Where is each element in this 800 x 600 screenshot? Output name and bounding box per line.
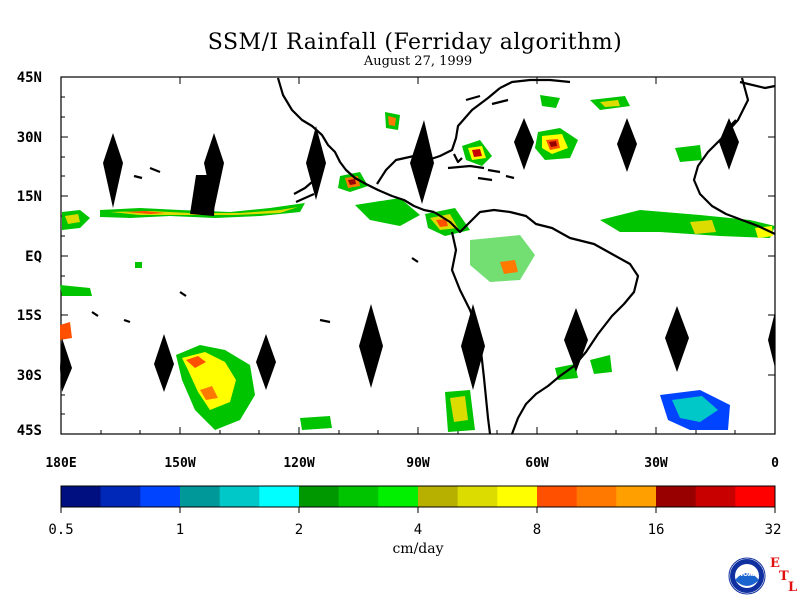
noaa-logo — [728, 557, 766, 595]
lon-label-120w: 120W — [283, 456, 315, 471]
colorbar-swatch-8 — [378, 486, 419, 507]
colorbar-swatch-11 — [497, 486, 538, 507]
lat-label-15s: 15S — [16, 308, 42, 324]
lon-label-60w: 60W — [525, 456, 549, 471]
colorbar-swatch-5 — [259, 486, 300, 507]
colorbar-swatch-17 — [735, 486, 776, 507]
colorbar-tick-4: 4 — [413, 522, 423, 538]
etl-letter-e: E — [770, 556, 780, 571]
lon-label-90w: 90W — [406, 456, 430, 471]
colorbar-tick-8: 8 — [532, 522, 542, 538]
colorbar-swatch-16 — [695, 486, 736, 507]
colorbar-swatch-0 — [61, 486, 101, 507]
colorbar-swatch-14 — [616, 486, 657, 507]
lon-label-150w: 150W — [164, 456, 196, 471]
colorbar-swatch-2 — [140, 486, 181, 507]
colorbar-swatch-1 — [100, 486, 141, 507]
colorbar-swatch-13 — [576, 486, 617, 507]
coastlines — [91, 77, 776, 435]
colorbar-swatch-7 — [338, 486, 379, 507]
map-frame — [60, 76, 776, 435]
colorbar-tick-0-5: 0.5 — [48, 522, 74, 538]
lat-label-15n: 15N — [16, 189, 42, 205]
noaa-logo-text: NOAA — [738, 571, 758, 578]
colorbar-swatch-6 — [299, 486, 339, 507]
colorbar-swatch-15 — [656, 486, 696, 507]
lat-label-30s: 30S — [16, 368, 42, 384]
lon-label-30w: 30W — [644, 456, 668, 471]
colorbar — [60, 485, 776, 513]
colorbar-swatch-10 — [457, 486, 498, 507]
lon-label-0: 0 — [771, 456, 779, 471]
etl-letter-l: L — [788, 580, 798, 595]
colorbar-tick-1: 1 — [175, 522, 185, 538]
lat-label-eq: EQ — [25, 249, 42, 265]
lat-label-30n: 30N — [16, 130, 42, 146]
lat-label-45s: 45S — [16, 423, 42, 439]
rainfall-patches — [60, 95, 775, 432]
colorbar-tick-16: 16 — [647, 522, 665, 538]
map-title: SSM/I Rainfall (Ferriday algorithm) — [207, 30, 623, 55]
lon-label-180e: 180E — [45, 456, 77, 471]
colorbar-swatch-12 — [537, 486, 577, 507]
colorbar-units: cm/day — [392, 541, 444, 557]
lat-label-45n: 45N — [16, 70, 42, 86]
map-date: August 27, 1999 — [363, 54, 473, 69]
colorbar-swatch-4 — [219, 486, 260, 507]
swath-gaps — [60, 118, 775, 392]
colorbar-tick-2: 2 — [294, 522, 304, 538]
colorbar-swatch-3 — [180, 486, 220, 507]
colorbar-swatch-9 — [418, 486, 458, 507]
colorbar-tick-32: 32 — [764, 522, 782, 538]
etl-letter-t: T — [779, 569, 789, 584]
